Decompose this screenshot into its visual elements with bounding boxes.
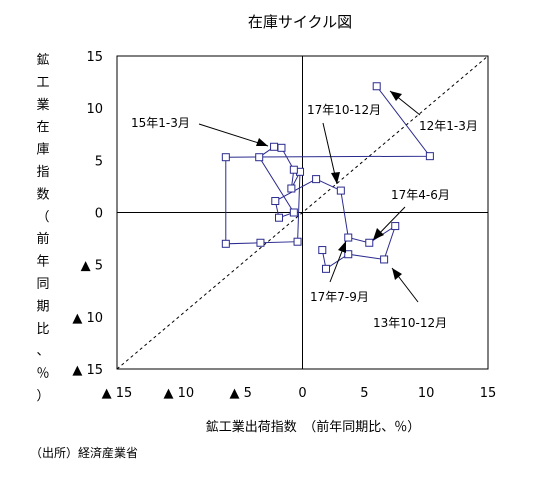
x-axis-tick-labels: ▲ 15 ▲ 10 ▲ 5 0 5 10 15 — [102, 386, 497, 401]
x-tick-label: 10 — [418, 386, 435, 401]
data-point — [275, 213, 284, 222]
y-tick-label: ▲ 15 — [72, 363, 103, 378]
data-point — [344, 250, 353, 259]
annotation-label-17-7-9: 17年7-9月 — [310, 290, 369, 304]
x-axis-label: 鉱工業出荷指数 （前年同期比、％） — [206, 419, 421, 435]
data-point — [271, 197, 280, 206]
data-point — [293, 237, 302, 246]
y-tick-label: 0 — [95, 207, 103, 222]
data-point — [372, 82, 381, 91]
data-point — [425, 152, 434, 161]
data-point — [321, 264, 330, 273]
point-annotations: 12年1-3月 15年1-3月 17年10-12月 17年4-6月 17年7-9… — [131, 90, 478, 330]
x-tick-label: 0 — [298, 386, 306, 401]
annotation-arrowhead-17-7-9 — [338, 241, 346, 253]
x-tick-label: ▲ 10 — [163, 386, 194, 401]
y-axis-tick-labels: 15 10 5 0 ▲ 5 ▲ 10 ▲ 15 — [72, 50, 103, 378]
x-tick-label: 5 — [360, 386, 368, 401]
y-tick-label: 10 — [86, 102, 103, 117]
data-point — [256, 238, 265, 247]
annotation-arrowhead-13-10-12 — [392, 268, 402, 280]
annotation-arrowhead-15-1-3 — [256, 138, 268, 146]
series-points — [221, 82, 434, 273]
annotation-label-17-10-12: 17年10-12月 — [307, 103, 381, 117]
data-point — [270, 142, 279, 151]
diagonal-reference-line — [116, 55, 489, 370]
y-tick-label: 15 — [86, 50, 103, 65]
annotation-label-13-10-12: 13年10-12月 — [373, 316, 447, 330]
annotation-arrowhead-17-10-12 — [331, 172, 340, 184]
data-point — [318, 246, 327, 255]
y-axis-label: 鉱工業在庫指数（前年同期比、％） — [36, 52, 49, 404]
data-point — [391, 222, 400, 231]
data-point — [289, 208, 298, 217]
annotation-arrowhead-12-1-3 — [390, 91, 402, 101]
annotation-label-17-4-6: 17年4-6月 — [391, 188, 450, 202]
y-tick-label: ▲ 5 — [81, 259, 103, 274]
data-point — [344, 233, 353, 242]
data-point — [287, 184, 296, 193]
annotation-arrow-15-1-3 — [198, 123, 269, 147]
annotation-arrowhead-17-4-6 — [373, 228, 384, 240]
data-point — [365, 238, 374, 247]
data-point — [336, 186, 345, 195]
x-tick-label: 15 — [480, 386, 497, 401]
data-point — [221, 153, 230, 162]
x-tick-label: ▲ 15 — [102, 386, 133, 401]
series-line — [225, 85, 431, 270]
data-point — [277, 143, 286, 152]
annotation-label-12-1-3: 12年1-3月 — [419, 119, 478, 133]
data-point — [312, 175, 321, 184]
annotation-label-15-1-3: 15年1-3月 — [131, 116, 190, 130]
y-tick-label: 5 — [95, 154, 103, 169]
data-point — [289, 165, 298, 174]
y-tick-label: ▲ 10 — [72, 311, 103, 326]
chart-title: 在庫サイクル図 — [248, 13, 352, 31]
data-point — [221, 239, 230, 248]
data-point — [380, 255, 389, 264]
source-note: （出所）経済産業省 — [30, 446, 139, 460]
x-tick-label: ▲ 5 — [229, 386, 251, 401]
data-point — [255, 153, 264, 162]
